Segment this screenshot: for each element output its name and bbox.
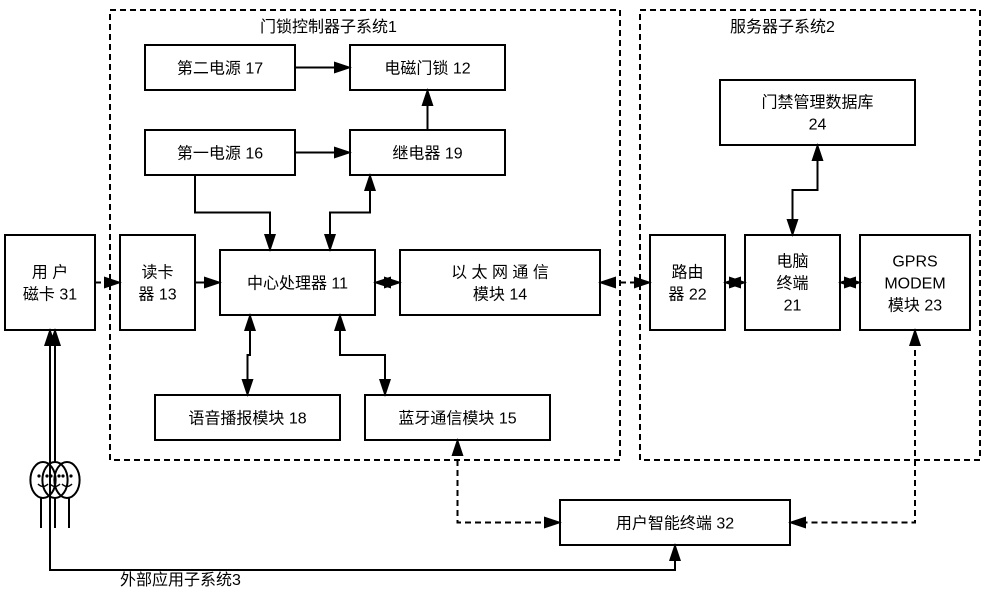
node-label: 器 22	[668, 286, 706, 304]
node-label: 继电器 19	[392, 145, 462, 163]
node-label: 21	[784, 298, 802, 315]
node-label: 用户智能终端 32	[616, 515, 734, 533]
edge	[195, 175, 270, 250]
edge	[790, 330, 915, 523]
node-label: 模块 14	[473, 286, 527, 304]
node-db	[720, 80, 915, 145]
node-eth	[400, 250, 600, 315]
node-label: 电磁门锁 12	[384, 60, 470, 78]
node-label: 器 13	[138, 286, 176, 304]
node-label: 24	[809, 117, 827, 134]
edge	[793, 145, 818, 235]
subsystem-title: 服务器子系统2	[730, 18, 835, 36]
node-label: GPRS	[892, 254, 937, 271]
node-label: 用 户	[32, 264, 68, 282]
node-label: 以 太 网 通 信	[451, 264, 549, 282]
subsystem-title: 门锁控制器子系统1	[260, 18, 397, 36]
node-label: 门禁管理数据库	[761, 94, 873, 112]
edge	[248, 315, 251, 395]
node-label: 路由	[671, 264, 703, 282]
edge	[458, 440, 561, 523]
node-label: 语音播报模块 18	[188, 410, 306, 428]
free-label: 外部应用子系统3	[120, 570, 241, 589]
node-label: 读卡	[141, 264, 173, 282]
node-reader	[120, 235, 195, 330]
node-label: 终端	[776, 275, 808, 293]
node-label: MODEM	[884, 276, 945, 293]
node-router	[650, 235, 725, 330]
node-label: 模块 23	[888, 297, 942, 315]
node-label: 中心处理器 11	[247, 275, 348, 293]
edge	[340, 315, 385, 395]
node-label: 第二电源 17	[177, 60, 263, 78]
node-label: 电脑	[776, 253, 808, 271]
node-label: 蓝牙通信模块 15	[398, 410, 516, 428]
node-label: 第一电源 16	[177, 145, 263, 163]
node-user_card	[5, 235, 95, 330]
diagram-canvas: 门锁控制器子系统1 服务器子系统2 用 户磁卡 31 读卡器 13 中心处理器 11 第二…	[0, 0, 1000, 608]
node-label: 磁卡 31	[23, 286, 77, 304]
smiley-icon	[30, 462, 79, 528]
edge	[330, 175, 370, 250]
